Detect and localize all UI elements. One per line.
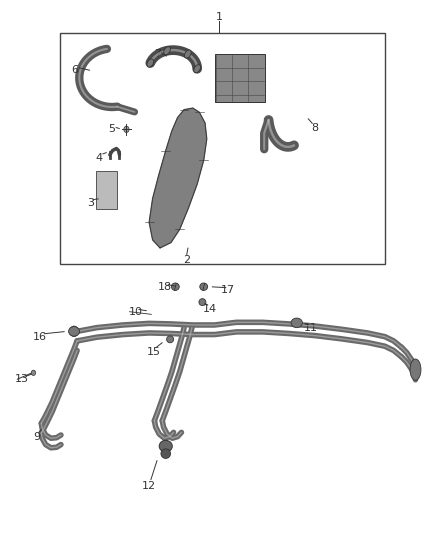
Text: 18: 18 [157,282,172,292]
Circle shape [124,126,129,133]
Text: 17: 17 [221,286,235,295]
Text: 16: 16 [33,332,47,342]
Ellipse shape [291,318,302,328]
Text: 13: 13 [14,374,28,384]
Ellipse shape [171,283,179,290]
Ellipse shape [194,64,201,73]
Text: 14: 14 [202,304,216,314]
Text: 5: 5 [109,124,116,134]
Text: 3: 3 [87,198,94,208]
Circle shape [70,326,78,337]
Text: 9: 9 [33,432,40,442]
Text: 7: 7 [154,49,162,59]
Polygon shape [149,108,207,248]
Text: 11: 11 [304,322,318,333]
Ellipse shape [410,359,421,380]
Circle shape [31,370,35,375]
Text: 2: 2 [183,255,190,265]
Ellipse shape [147,59,154,67]
Ellipse shape [166,336,173,343]
Text: 6: 6 [71,65,78,75]
Text: 8: 8 [311,123,318,133]
Ellipse shape [69,327,80,336]
Ellipse shape [200,283,208,290]
Text: 10: 10 [129,306,143,317]
Text: 12: 12 [142,481,156,490]
Ellipse shape [164,47,170,55]
Text: 1: 1 [215,12,223,22]
Ellipse shape [161,449,170,458]
Ellipse shape [199,298,206,305]
Bar [215,54,265,102]
Ellipse shape [159,440,172,452]
Text: 4: 4 [95,152,102,163]
Text: 15: 15 [146,346,160,357]
Bar [60,33,385,264]
Ellipse shape [184,50,191,58]
Bar [96,171,117,209]
